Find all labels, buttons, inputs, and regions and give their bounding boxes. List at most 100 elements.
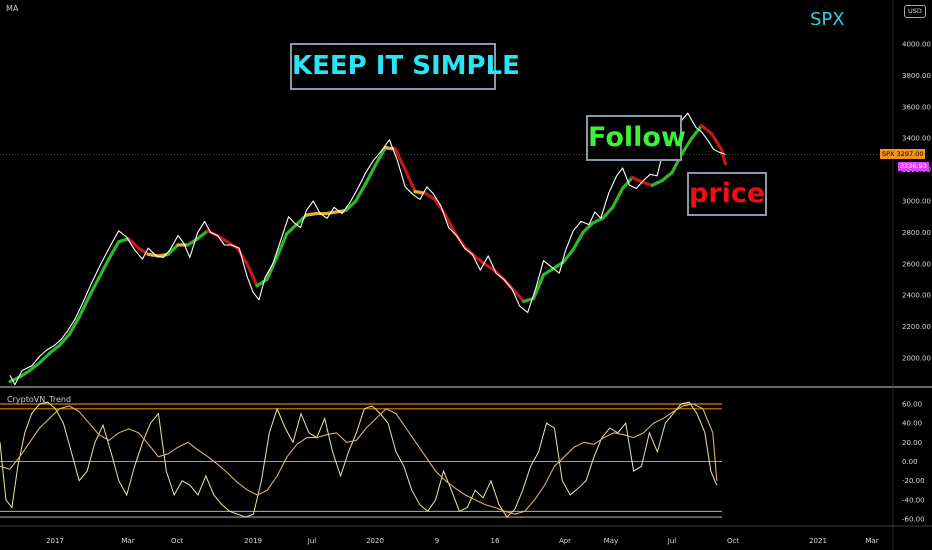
ma-segment — [77, 295, 91, 319]
ma-segment — [235, 246, 249, 266]
ma-segment — [591, 216, 605, 225]
ma-segment — [294, 213, 308, 227]
oscillator-tick-label: -40.00 — [902, 496, 925, 504]
time-tick-label: 2021 — [809, 537, 827, 545]
ma-segment — [650, 178, 664, 187]
oscillator-tick-label: 40.00 — [902, 420, 922, 428]
ma-segment — [699, 124, 714, 136]
price-tick-label: 2200.00 — [902, 323, 931, 331]
ma-segment — [541, 266, 556, 277]
annotation-keep-it-simple[interactable]: KEEP IT SIMPLE — [290, 43, 520, 90]
time-tick-label: 2017 — [46, 537, 64, 545]
ma-segment — [532, 273, 546, 300]
ma-segment — [275, 232, 289, 260]
time-tick-label: 2019 — [244, 537, 262, 545]
oscillator-plot — [0, 401, 722, 518]
last-price-value: 3297.00 — [896, 150, 924, 158]
time-tick-label: Jul — [307, 537, 317, 545]
oscillator-tick-label: 0.00 — [902, 458, 918, 466]
ma-segment — [690, 124, 704, 140]
ma-segment — [285, 222, 299, 236]
oscillator-tick-label: 20.00 — [902, 439, 922, 447]
ma-segment — [117, 237, 131, 244]
ma-segment — [354, 182, 368, 203]
price-line — [9, 112, 726, 386]
price-tick-label: 3400.00 — [902, 135, 931, 143]
ma-segment — [660, 171, 674, 183]
ma-segment — [630, 175, 644, 184]
ma-segment — [373, 146, 388, 167]
ma-segment — [28, 361, 42, 373]
ma-segment — [186, 237, 200, 247]
ma-segment — [719, 147, 727, 166]
ma-segment — [640, 180, 654, 187]
ma-segment — [482, 262, 496, 272]
ma-segment — [166, 243, 180, 256]
price-tick-label: 3000.00 — [902, 198, 931, 206]
ma-segment — [47, 343, 62, 355]
ma-segment — [38, 351, 52, 365]
ma-segment — [97, 257, 111, 280]
time-tick-label: 9 — [435, 537, 439, 545]
ma-segment — [255, 277, 269, 288]
oscillator-fast-line — [0, 401, 718, 518]
time-tick-label: May — [604, 537, 618, 545]
ma-segment — [215, 233, 229, 244]
time-tick-label: Oct — [171, 537, 183, 545]
ma-value-tag: 3236.93 — [898, 162, 929, 171]
ma-segment — [156, 252, 170, 258]
price-tick-label: 2400.00 — [902, 292, 931, 300]
ma-segment — [680, 136, 694, 156]
ma-indicator-label[interactable]: MA — [6, 4, 19, 13]
ma-segment — [561, 248, 575, 264]
ma-segment — [136, 246, 150, 256]
ma-segment — [304, 211, 318, 217]
oscillator-slow-line — [0, 403, 718, 515]
ma-segment — [383, 146, 397, 151]
price-tick-label: 2600.00 — [902, 260, 931, 268]
time-tick-label: Oct — [727, 537, 739, 545]
annotation-follow[interactable]: Follow — [586, 115, 686, 161]
price-axis[interactable]: 2000.00 2200.00 2400.00 2600.00 2800.00 3000.… — [902, 41, 931, 363]
ma-segment — [601, 205, 615, 220]
oscillator-tick-label: -60.00 — [902, 515, 925, 523]
currency-badge[interactable]: USD — [904, 5, 926, 18]
ma-segment — [403, 168, 417, 194]
oscillator-title[interactable]: CryptoVN_Trend — [7, 395, 72, 404]
ma-segment — [18, 368, 32, 379]
last-price-tag: SPX 3297.00 — [880, 149, 926, 159]
ma-segment — [443, 211, 457, 234]
price-tick-label: 2000.00 — [902, 355, 931, 363]
time-tick-label: 16 — [491, 537, 500, 545]
price-tick-label: 3600.00 — [902, 103, 931, 111]
ma-segment — [344, 199, 358, 213]
annotation-price[interactable]: price — [687, 172, 767, 216]
time-tick-label: Jul — [667, 537, 677, 545]
ma-segment — [57, 332, 71, 348]
ma-segment — [581, 221, 595, 234]
ma-segment — [107, 240, 121, 261]
ma-segment — [571, 230, 585, 252]
time-tick-label: 2020 — [366, 537, 384, 545]
ma-segment — [67, 315, 81, 337]
price-tick-label: 3800.00 — [902, 72, 931, 80]
time-tick-label: Apr — [559, 537, 571, 545]
ma-segment — [196, 229, 210, 241]
ma-segment — [472, 254, 486, 266]
ma-segment — [265, 255, 279, 282]
time-tick-label: Mar — [121, 537, 134, 545]
time-axis[interactable]: 2017 Mar Oct 2019 Jul 2020 9 16 Apr May Jul Oct 2021… — [46, 537, 879, 545]
oscillator-axis[interactable]: 60.00 40.00 20.00 0.00 -20.00 -40.00 -60.00 — [902, 401, 925, 524]
last-price-symbol: SPX — [882, 150, 895, 158]
ma-segment — [620, 175, 635, 191]
ma-segment — [126, 237, 141, 250]
oscillator-tick-label: -20.00 — [902, 477, 925, 485]
ma-segment — [512, 288, 526, 304]
ma-segment — [87, 276, 101, 299]
ma-segment — [393, 147, 407, 172]
symbol-label: SPX — [810, 9, 845, 30]
ma-segment — [245, 262, 259, 288]
ma-segment — [611, 186, 625, 209]
price-plot — [8, 112, 727, 386]
